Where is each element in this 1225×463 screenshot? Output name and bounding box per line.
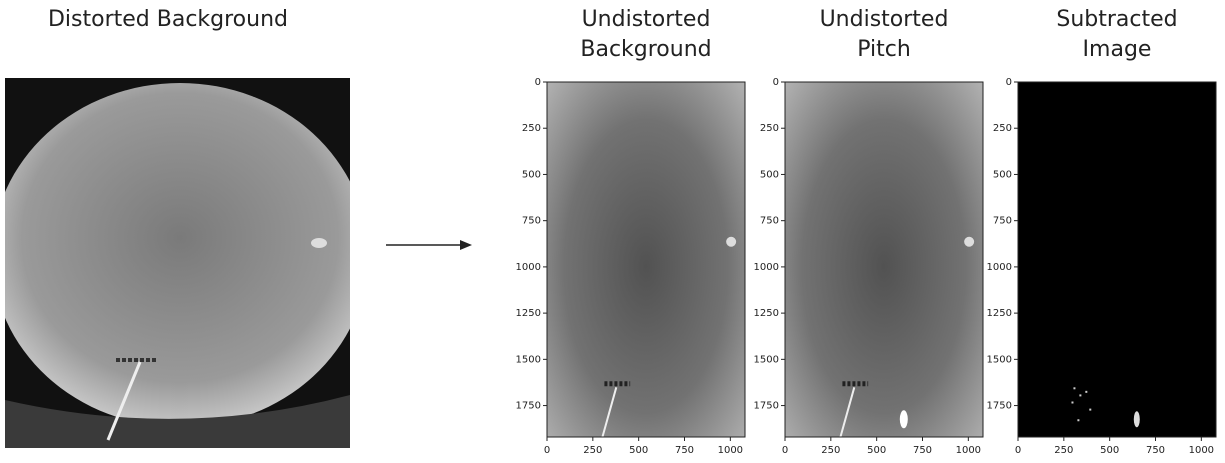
panel-title: Image	[1083, 37, 1152, 62]
y-tick-label: 750	[993, 216, 1012, 227]
post	[601, 387, 618, 437]
y-tick-label: 500	[993, 169, 1012, 180]
y-tick-label: 1750	[516, 401, 541, 412]
pitch-blob	[899, 410, 908, 429]
y-tick-label: 750	[522, 216, 541, 227]
y-tick-label: 0	[535, 77, 541, 88]
y-tick-label: 0	[773, 77, 779, 88]
x-tick-label: 250	[821, 445, 840, 456]
x-tick-label: 1000	[718, 445, 743, 456]
x-tick-label: 0	[1015, 445, 1021, 456]
panel: Subtracted Image 0 250 500 750 1000 0 250 500 750 1…	[987, 7, 1217, 456]
y-tick-label: 1000	[987, 262, 1012, 273]
x-tick-label: 750	[675, 445, 694, 456]
x-tick-label: 1000	[1189, 445, 1214, 456]
y-tick-label: 1750	[754, 401, 779, 412]
speck	[1073, 387, 1076, 390]
speck	[1085, 390, 1088, 393]
panel-title: Undistorted	[820, 7, 949, 32]
y-tick-label: 1250	[516, 308, 541, 319]
x-tick-label: 500	[1100, 445, 1119, 456]
light	[726, 236, 737, 247]
y-tick-label: 1250	[754, 308, 779, 319]
panel-title: Background	[580, 37, 711, 62]
panel: Undistorted Background 0 250 500 750 1000 0 250 5…	[516, 7, 746, 456]
panel: Undistorted Pitch 0 250 500 750 1000 0 250 500 750…	[754, 7, 984, 456]
x-tick-label: 1000	[956, 445, 981, 456]
x-tick-label: 500	[867, 445, 886, 456]
image-bg	[547, 82, 745, 437]
x-tick-label: 0	[544, 445, 550, 456]
arrow	[386, 240, 472, 250]
panel-title: Pitch	[857, 37, 911, 62]
panel-title: Undistorted	[582, 7, 711, 32]
x-tick-label: 0	[782, 445, 788, 456]
x-tick-label: 750	[1146, 445, 1165, 456]
image-bg	[785, 82, 983, 437]
light	[964, 236, 975, 247]
image	[547, 82, 745, 437]
axes-frame	[784, 81, 984, 438]
x-tick-label: 250	[1054, 445, 1073, 456]
post	[839, 387, 856, 437]
image	[1018, 82, 1216, 437]
y-tick-label: 750	[760, 216, 779, 227]
speck	[1077, 419, 1080, 422]
speck	[1079, 394, 1082, 397]
x-tick-label: 250	[583, 445, 602, 456]
y-tick-label: 0	[1006, 77, 1012, 88]
left-title: Distorted Background	[48, 7, 288, 32]
y-tick-label: 250	[993, 123, 1012, 134]
y-tick-label: 500	[760, 169, 779, 180]
y-tick-label: 1500	[987, 354, 1012, 365]
x-tick-label: 500	[629, 445, 648, 456]
axes-frame	[1017, 81, 1217, 438]
y-tick-label: 1000	[516, 262, 541, 273]
panel-title: Subtracted	[1056, 7, 1177, 32]
y-tick-label: 1000	[754, 262, 779, 273]
y-tick-label: 1750	[987, 401, 1012, 412]
y-tick-label: 1500	[516, 354, 541, 365]
pitch-blob	[1133, 411, 1140, 428]
speck	[1071, 401, 1074, 404]
distorted-image	[5, 78, 350, 448]
axes-frame	[546, 81, 746, 438]
y-tick-label: 250	[760, 123, 779, 134]
y-tick-label: 1500	[754, 354, 779, 365]
y-tick-label: 500	[522, 169, 541, 180]
image	[785, 82, 983, 437]
panels: Undistorted Background 0 250 500 750 1000 0 250 5…	[516, 7, 1217, 456]
y-tick-label: 250	[522, 123, 541, 134]
speck	[1089, 408, 1092, 411]
x-tick-label: 750	[913, 445, 932, 456]
y-tick-label: 1250	[987, 308, 1012, 319]
image-bg	[1018, 82, 1216, 437]
